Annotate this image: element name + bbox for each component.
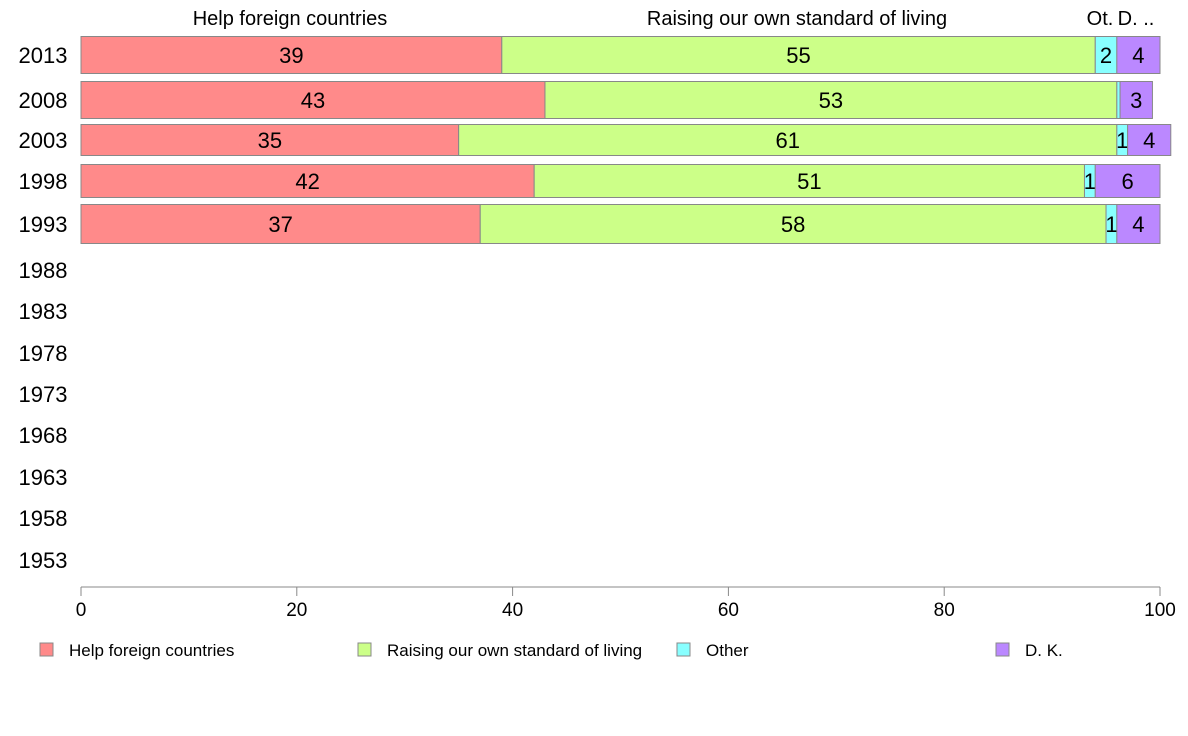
bar-value-label: 37 (268, 212, 292, 237)
bar-value-label: 43 (301, 88, 325, 113)
bar-segment (80, 204, 481, 244)
bar-segment (501, 36, 1096, 74)
bar-segment (80, 164, 535, 198)
bar-value-label: 1 (1084, 169, 1096, 194)
legend-swatch (995, 642, 1010, 657)
bar-value-label: 51 (797, 169, 821, 194)
bar-segment (479, 204, 1107, 244)
year-label: 1968 (19, 423, 68, 448)
bar-segment (1116, 204, 1161, 244)
year-label: 2003 (19, 128, 68, 153)
year-label: 1998 (19, 169, 68, 194)
bar-segment (80, 124, 460, 156)
legend-label: Help foreign countries (69, 641, 234, 660)
year-label: 1963 (19, 465, 68, 490)
bar-segment (544, 81, 1118, 119)
legend-label: Other (706, 641, 749, 660)
x-tick-label: 60 (718, 600, 739, 621)
bar-value-label: 1 (1116, 128, 1128, 153)
year-label: 2013 (19, 43, 68, 68)
bar-segment (1127, 124, 1172, 156)
legend-label: Raising our own standard of living (387, 641, 642, 660)
legend-label: D. K. (1025, 641, 1063, 660)
bar-value-label: 3 (1130, 88, 1142, 113)
bar-segment (1116, 36, 1161, 74)
bar-value-label: 58 (781, 212, 805, 237)
x-tick-label: 40 (502, 600, 523, 621)
bar-value-label: 35 (258, 128, 282, 153)
year-label: 1983 (19, 299, 68, 324)
bar-value-label: 1 (1105, 212, 1117, 237)
x-tick-label: 80 (934, 600, 955, 621)
bar-value-label: 4 (1132, 212, 1144, 237)
year-label: 1958 (19, 506, 68, 531)
bar-value-label: 2 (1100, 43, 1112, 68)
x-tick-label: 0 (76, 600, 87, 621)
year-label: 1953 (19, 548, 68, 573)
year-label: 1973 (19, 382, 68, 407)
bar-segment (1119, 81, 1153, 119)
year-label: 1993 (19, 212, 68, 237)
bar-value-label: 4 (1143, 128, 1155, 153)
bar-value-label: 4 (1132, 43, 1144, 68)
bar-segment (533, 164, 1085, 198)
x-tick-label: 20 (286, 600, 307, 621)
bar-segment (80, 36, 503, 74)
bar-value-label: 6 (1122, 169, 1134, 194)
legend-swatch (39, 642, 54, 657)
header-label: Raising our own standard of living (647, 8, 947, 30)
bar-segment (80, 81, 546, 119)
bar-segment (1094, 164, 1161, 198)
bar-segment (458, 124, 1118, 156)
year-label: 1978 (19, 341, 68, 366)
bar-value-label: 53 (819, 88, 843, 113)
header-label: Help foreign countries (193, 8, 388, 30)
bar-value-label: 61 (776, 128, 800, 153)
legend-swatch (676, 642, 691, 657)
bar-value-label: 39 (279, 43, 303, 68)
year-label: 2008 (19, 88, 68, 113)
header-label: D. .. (1118, 8, 1155, 30)
header-label: Ot. (1087, 8, 1114, 30)
year-label: 1988 (19, 258, 68, 283)
x-tick-label: 100 (1144, 600, 1176, 621)
legend-swatch (357, 642, 372, 657)
bar-value-label: 42 (295, 169, 319, 194)
bar-value-label: 55 (786, 43, 810, 68)
